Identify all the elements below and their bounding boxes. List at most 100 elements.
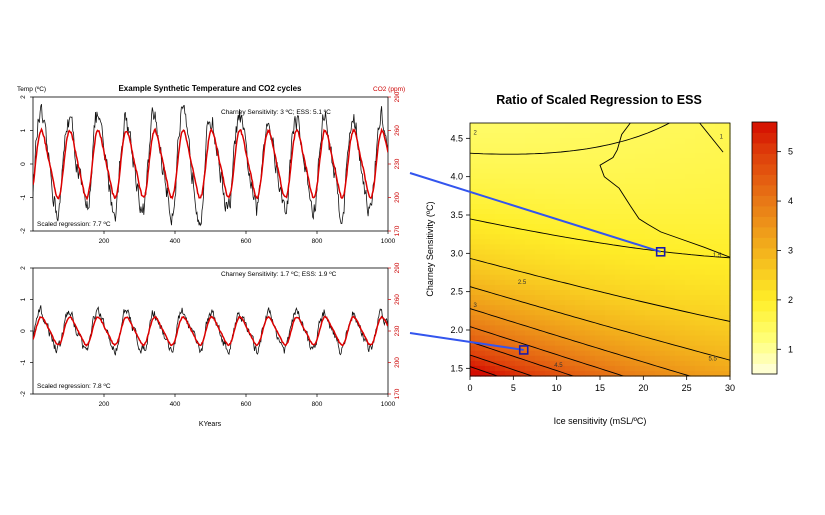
contour-fill-cell (625, 133, 631, 139)
contour-fill-cell (500, 249, 506, 256)
contour-fill-cell (500, 330, 506, 337)
contour-fill-cell (540, 133, 546, 139)
contour-fill-cell (565, 259, 571, 266)
contour-fill-cell (665, 365, 671, 372)
contour-fill-cell (605, 203, 611, 210)
contour-fill-cell (700, 209, 706, 215)
contour-fill-cell (725, 325, 731, 332)
contour-fill-cell (635, 239, 641, 246)
contour-x-tick-label: 20 (638, 383, 648, 393)
contour-fill-cell (570, 254, 576, 261)
contour-fill-cell (505, 234, 511, 240)
contour-fill-cell (560, 168, 566, 175)
contour-fill-cell (545, 183, 551, 190)
contour-fill-cell (680, 360, 686, 367)
contour-fill-cell (685, 295, 691, 301)
contour-fill-cell (675, 133, 681, 139)
contour-fill-cell (630, 305, 636, 311)
contour-fill-cell (555, 370, 561, 377)
contour-fill-cell (580, 325, 586, 332)
contour-fill-cell (515, 300, 521, 306)
contour-fill-cell (665, 239, 671, 246)
contour-fill-cell (720, 234, 726, 240)
contour-fill-cell (675, 193, 681, 200)
contour-fill-cell (610, 284, 616, 291)
contour-fill-cell (690, 209, 696, 215)
contour-fill-cell (690, 340, 696, 347)
contour-fill-cell (500, 310, 506, 316)
contour-fill-cell (500, 269, 506, 276)
contour-fill-cell (570, 355, 576, 362)
contour-fill-cell (630, 259, 636, 266)
contour-fill-cell (520, 274, 526, 281)
contour-fill-cell (700, 259, 706, 266)
contour-fill-cell (695, 350, 701, 357)
contour-fill-cell (645, 269, 651, 276)
contour-fill-cell (665, 214, 671, 220)
contour-fill-cell (590, 239, 596, 246)
contour-fill-cell (590, 249, 596, 256)
contour-fill-cell (705, 219, 711, 225)
contour-fill-cell (500, 244, 506, 251)
contour-fill-cell (590, 219, 596, 225)
contour-fill-cell (705, 259, 711, 266)
contour-fill-cell (650, 350, 656, 357)
contour-fill-cell (495, 274, 501, 281)
contour-fill-cell (510, 234, 516, 240)
contour-fill-cell (575, 153, 581, 160)
contour-fill-cell (670, 188, 676, 195)
contour-fill-cell (485, 198, 491, 205)
contour-fill-cell (675, 203, 681, 210)
contour-fill-cell (475, 355, 481, 362)
contour-fill-cell (700, 188, 706, 195)
contour-fill-cell (505, 224, 511, 230)
contour-fill-cell (480, 315, 486, 321)
contour-fill-cell (645, 219, 651, 225)
contour-fill-cell (595, 178, 601, 185)
contour-fill-cell (475, 315, 481, 321)
contour-fill-cell (710, 138, 716, 144)
top-y2-tick-label: 200 (394, 192, 401, 203)
contour-fill-cell (520, 244, 526, 251)
contour-fill-cell (585, 234, 591, 240)
contour-fill-cell (475, 305, 481, 311)
contour-fill-cell (610, 244, 616, 251)
contour-fill-cell (620, 284, 626, 291)
contour-fill-cell (565, 183, 571, 190)
contour-fill-cell (720, 259, 726, 266)
contour-fill-cell (675, 259, 681, 266)
contour-fill-cell (520, 234, 526, 240)
contour-fill-cell (625, 234, 631, 240)
contour-fill-cell (560, 203, 566, 210)
contour-fill-cell (705, 254, 711, 261)
contour-fill-cell (565, 315, 571, 321)
contour-fill-cell (600, 370, 606, 377)
contour-fill-cell (650, 330, 656, 337)
contour-line (470, 366, 499, 376)
contour-fill-cell (585, 264, 591, 271)
contour-fill-cell (630, 138, 636, 144)
top-y-tick-label: -1 (20, 194, 27, 200)
contour-fill-cell (630, 173, 636, 180)
contour-fill-cell (585, 315, 591, 321)
contour-fill-cell (550, 279, 556, 286)
contour-fill-cell (650, 153, 656, 160)
contour-fill-cell (630, 365, 636, 372)
contour-fill-cell (600, 209, 606, 215)
contour-fill-cell (620, 264, 626, 271)
contour-fill-cell (615, 340, 621, 347)
contour-fill-cell (645, 365, 651, 372)
contour-fill-cell (480, 274, 486, 281)
contour-fill-cell (705, 360, 711, 367)
contour-fill-cell (600, 188, 606, 195)
contour-fill-cell (615, 254, 621, 261)
contour-fill-cell (715, 330, 721, 337)
contour-label: 1 (720, 134, 724, 140)
contour-fill-cell (675, 143, 681, 149)
contour-fill-cell (710, 320, 716, 326)
contour-fill-cell (500, 173, 506, 180)
contour-fill-cell (510, 148, 516, 154)
top-y2-tick-label: 230 (394, 158, 401, 169)
contour-fill-cell (585, 133, 591, 139)
contour-fill-cell (690, 279, 696, 286)
